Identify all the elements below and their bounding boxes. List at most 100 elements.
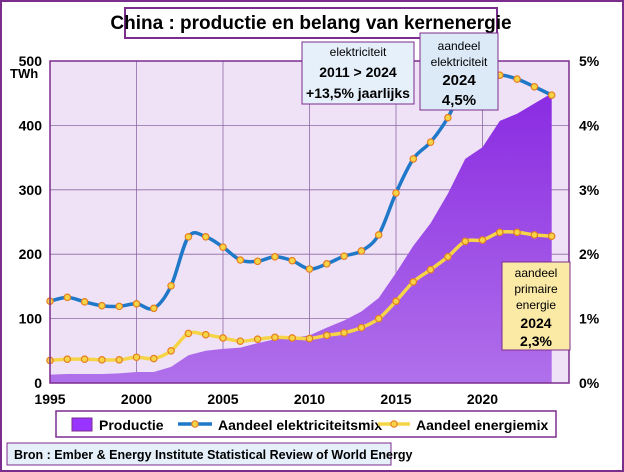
data-point — [98, 301, 106, 310]
data-point — [150, 354, 158, 363]
y-right-tick-label: 0% — [579, 375, 600, 391]
data-point — [357, 247, 366, 255]
series-productie-area — [50, 93, 552, 383]
data-point — [219, 243, 227, 251]
data-point — [201, 330, 210, 339]
x-tick-label: 2000 — [121, 391, 152, 407]
annotation-line: energie — [516, 298, 556, 312]
y-right-tick-label: 3% — [579, 182, 600, 198]
data-point — [150, 304, 158, 313]
svg-text:China : productie en belang va: China : productie en belang van kernener… — [110, 13, 511, 34]
x-tick-label: 2020 — [467, 391, 498, 407]
annotation-line: 2011 > 2024 — [319, 64, 397, 80]
data-point — [392, 297, 400, 306]
data-point — [547, 91, 556, 99]
y-right-tick-label: 4% — [579, 117, 600, 133]
data-point — [374, 231, 383, 239]
chart-title: China : productie en belang van kernener… — [110, 7, 512, 39]
data-point — [322, 260, 331, 268]
series-lines — [46, 71, 556, 365]
x-tick-label: 2005 — [207, 391, 238, 407]
data-point — [547, 232, 556, 240]
source-note: Bron : Ember & Energy Institute Statisti… — [6, 442, 413, 466]
legend-item-aandeel-energiemix: Aandeel energiemix — [378, 417, 548, 433]
data-point — [305, 334, 314, 343]
y-left-tick-label: 200 — [19, 246, 43, 262]
data-point — [392, 189, 400, 197]
data-point — [132, 299, 141, 308]
annotation-line: aandeel — [515, 266, 558, 280]
data-point — [340, 328, 348, 337]
svg-text:TWh: TWh — [10, 66, 38, 81]
data-point — [288, 334, 297, 342]
data-point — [322, 331, 331, 340]
y-right-tick-label: 2% — [579, 246, 600, 262]
legend: Productie Aandeel elektriciteitsmix Aand… — [55, 410, 557, 438]
y-left-tick-label: 0 — [34, 375, 42, 391]
data-point — [409, 155, 418, 163]
data-point — [461, 237, 470, 246]
annotation-line: primaire — [514, 282, 558, 296]
svg-text:Productie: Productie — [99, 417, 164, 433]
data-point — [530, 82, 539, 91]
legend-item-aandeel-elektriciteitsmix: Aandeel elektriciteitsmix — [178, 417, 382, 433]
legend-item-productie: Productie — [71, 417, 164, 433]
data-point — [409, 278, 418, 286]
x-tick-label: 1995 — [34, 391, 65, 407]
y-right-tick-label: 1% — [579, 311, 600, 327]
annotation-line: 2024 — [442, 72, 476, 89]
data-point — [478, 236, 487, 244]
x-tick-label: 2015 — [380, 391, 411, 407]
annotation-line: 2024 — [520, 315, 551, 331]
data-point — [495, 228, 504, 237]
data-point — [167, 346, 175, 355]
data-point — [288, 256, 297, 265]
data-point — [115, 356, 124, 364]
data-point — [357, 323, 366, 332]
data-point — [426, 138, 435, 146]
data-point — [305, 265, 314, 273]
annotation-line: 2,3% — [520, 333, 552, 349]
y-left-tick-label: 100 — [19, 311, 43, 327]
annotation-line: 4,5% — [442, 92, 476, 109]
annotation-aandeel-primaire-energie: aandeel primaire energie 2024 2,3% — [501, 261, 571, 351]
data-point — [219, 334, 227, 342]
data-point — [98, 356, 106, 364]
data-point — [444, 113, 452, 122]
data-point — [271, 333, 279, 342]
annotation-aandeel-elektriciteit: aandeel elektriciteit 2024 4,5% — [419, 32, 499, 111]
y-left-tick-label: 500 — [19, 53, 43, 69]
annotation-line: elektriciteit — [431, 55, 488, 69]
data-point — [513, 75, 521, 83]
data-point — [184, 233, 193, 241]
data-point — [444, 252, 452, 261]
data-point — [253, 335, 262, 344]
data-point — [167, 281, 175, 290]
svg-text:Bron : Ember & Energy Institut: Bron : Ember & Energy Institute Statisti… — [14, 448, 413, 462]
axis-left-label: TWh — [10, 66, 38, 81]
data-point — [63, 293, 72, 302]
data-point — [132, 353, 141, 362]
data-point — [426, 265, 435, 274]
annotation-line: elektriciteit — [330, 45, 387, 59]
data-point — [271, 252, 279, 261]
y-left-tick-label: 400 — [19, 117, 43, 133]
data-point — [236, 337, 245, 345]
x-tick-label: 2010 — [294, 391, 325, 407]
data-point — [374, 314, 383, 323]
data-point — [184, 329, 193, 338]
data-point — [253, 257, 262, 266]
data-point — [115, 302, 124, 311]
data-point — [80, 355, 89, 363]
data-point — [201, 233, 210, 241]
svg-text:Aandeel energiemix: Aandeel energiemix — [416, 417, 548, 433]
data-point — [80, 298, 89, 306]
svg-text:Aandeel elektriciteitsmix: Aandeel elektriciteitsmix — [218, 417, 382, 433]
data-point — [63, 355, 72, 363]
y-left-tick-label: 300 — [19, 182, 43, 198]
annotation-line: aandeel — [438, 39, 481, 53]
data-point — [236, 256, 245, 264]
data-point — [530, 231, 539, 239]
axes: 0 100 200 300 400 500 0% 1% 2% 3% 4% 5% 1995 2000 2005… — [19, 53, 600, 407]
